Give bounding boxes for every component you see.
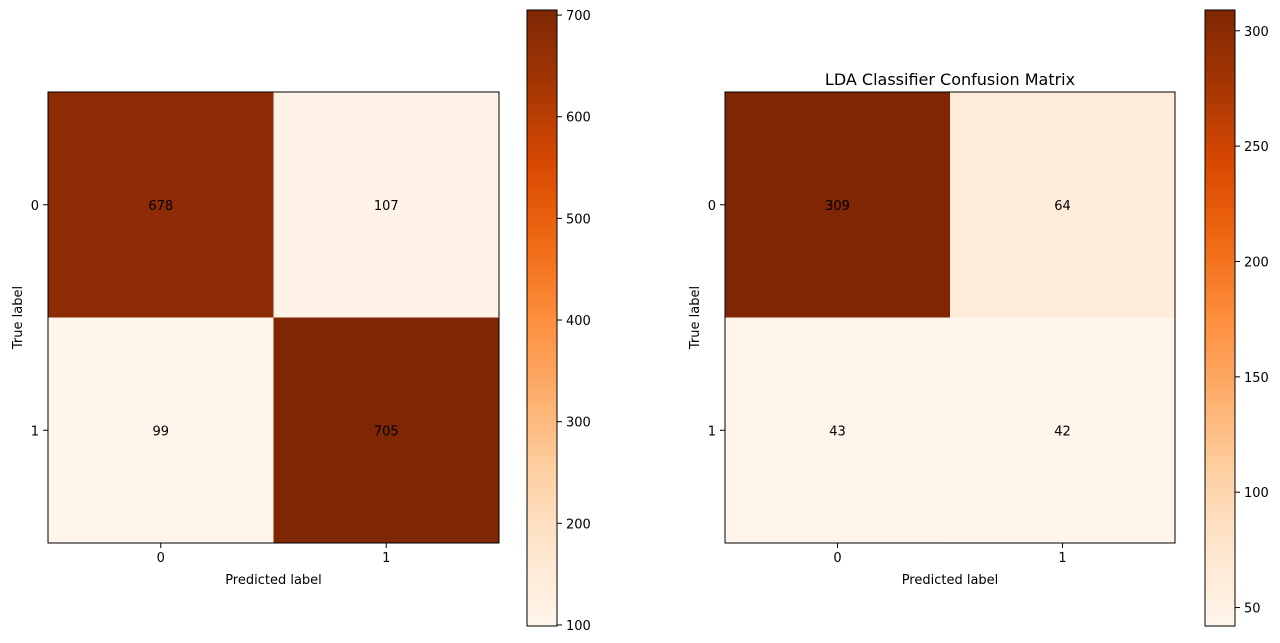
- heatmap-cell: [48, 92, 274, 318]
- axes-frame: [724, 91, 1176, 544]
- heatmap-cell: [950, 92, 1175, 318]
- y-tick-label: 0: [708, 199, 716, 214]
- colorbar-tick-label: 100: [1244, 486, 1269, 501]
- x-tick-label: 1: [382, 551, 390, 566]
- y-tick-label: 1: [31, 424, 39, 439]
- axes-frame: [47, 91, 500, 544]
- x-axis-label: Predicted label: [902, 573, 999, 588]
- colorbar-tick-label: 50: [1244, 602, 1261, 617]
- cell-value-label: 107: [374, 199, 399, 214]
- cell-value-label: 99: [152, 424, 169, 439]
- x-tick-label: 0: [833, 551, 841, 566]
- x-tick-label: 1: [1058, 551, 1066, 566]
- y-axis-label: True label: [688, 286, 703, 350]
- cell-value-label: 678: [148, 199, 173, 214]
- colorbar-tick-label: 100: [566, 619, 591, 634]
- colorbar-tick-label: 600: [566, 111, 591, 126]
- chart-title: LDA Classifier Confusion Matrix: [825, 70, 1075, 89]
- colorbar-frame: [1204, 9, 1236, 627]
- colorbar-tick-label: 400: [566, 314, 591, 329]
- cell-value-label: 705: [374, 424, 399, 439]
- colorbar-tick-label: 150: [1244, 371, 1269, 386]
- colorbar-tick-label: 200: [566, 517, 591, 532]
- cell-value-label: 309: [825, 199, 850, 214]
- heatmap-cell: [725, 317, 950, 543]
- colorbar-gradient: [527, 10, 557, 626]
- confusion-matrix-panel-2: LDA Classifier Confusion Matrix 309 64 43 42…: [688, 9, 1269, 627]
- y-tick-label: 1: [708, 424, 716, 439]
- colorbar-tick-label: 700: [566, 9, 591, 24]
- heatmap-cell: [725, 92, 950, 318]
- heatmap-cell: [950, 317, 1175, 543]
- cell-value-label: 43: [829, 424, 846, 439]
- colorbar-tick-label: 300: [1244, 25, 1269, 40]
- colorbar-tick-label: 300: [566, 416, 591, 431]
- x-tick-label: 0: [157, 551, 165, 566]
- colorbar-tick-label: 500: [566, 212, 591, 227]
- colorbar-tick-label: 250: [1244, 140, 1269, 155]
- heatmap-cell: [273, 317, 499, 543]
- colorbar-tick-label: 200: [1244, 255, 1269, 270]
- colorbar-frame: [526, 9, 558, 627]
- y-axis-label: True label: [11, 286, 26, 350]
- y-tick-label: 0: [31, 199, 39, 214]
- cell-value-label: 64: [1054, 199, 1071, 214]
- colorbar-gradient: [1205, 10, 1235, 626]
- heatmap-cell: [273, 92, 499, 318]
- x-axis-label: Predicted label: [225, 573, 322, 588]
- cell-value-label: 42: [1054, 424, 1071, 439]
- confusion-matrix-panel-1: 678 107 99 705 0 1 0 1 Predicted label True label…: [11, 9, 591, 634]
- heatmap-cell: [48, 317, 274, 543]
